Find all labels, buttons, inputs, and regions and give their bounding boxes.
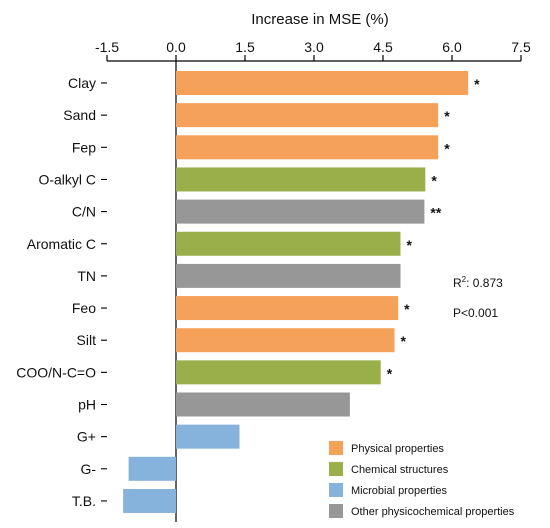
- x-tick-label: 6.0: [442, 39, 462, 55]
- x-tick-label: 1.5: [235, 39, 255, 55]
- bar: [176, 103, 439, 128]
- category-label: TN: [77, 268, 96, 284]
- legend-swatch: [329, 441, 343, 455]
- legend-swatch: [329, 483, 343, 497]
- category-label: Silt: [77, 332, 97, 348]
- category-label: O-alkyl C: [38, 171, 96, 187]
- category-label: G-: [80, 461, 96, 477]
- legend-label: Other physicochemical properties: [351, 506, 515, 518]
- significance-marker: *: [444, 108, 450, 124]
- bar: [176, 328, 395, 353]
- r2-value: : 0.873: [466, 276, 503, 290]
- x-tick-label: -1.5: [95, 39, 119, 55]
- r2-prefix: R: [453, 276, 462, 290]
- category-labels: Clay Sand Fep O-alkyl C C/N Aromatic C TN Feo Si…: [16, 75, 107, 509]
- category-label: COO/N-C=O: [16, 364, 96, 380]
- bar: [176, 296, 399, 321]
- bar: [128, 456, 176, 481]
- significance-marker: *: [406, 237, 412, 253]
- category-label: Fep: [72, 139, 96, 155]
- bar: [176, 135, 439, 160]
- significance-marker: *: [474, 76, 480, 92]
- significance-marker: *: [444, 140, 450, 156]
- x-tick-label: 0.0: [166, 39, 186, 55]
- significance-marker: *: [401, 333, 407, 349]
- r2-label: R2: 0.873: [453, 275, 503, 290]
- category-label: T.B.: [72, 493, 96, 509]
- bar: [176, 167, 426, 192]
- category-label: Aromatic C: [27, 236, 96, 252]
- bar: [176, 263, 401, 288]
- legend-swatch: [329, 504, 343, 518]
- x-tick-label: 7.5: [511, 39, 531, 55]
- x-axis-title: Increase in MSE (%): [251, 11, 389, 28]
- category-label: Sand: [63, 107, 96, 123]
- x-tick-label: 4.5: [373, 39, 393, 55]
- significance-marker: **: [430, 205, 441, 221]
- r2-superscript: 2: [462, 275, 467, 284]
- significance-marker: *: [404, 301, 410, 317]
- category-label: Feo: [72, 300, 96, 316]
- bar: [176, 392, 350, 417]
- significance-marker: *: [431, 172, 437, 188]
- legend-label: Physical properties: [351, 443, 444, 455]
- bar: [176, 231, 401, 256]
- category-label: C/N: [72, 204, 96, 220]
- category-label: G+: [77, 429, 96, 445]
- x-axis: -1.5 0.0 1.5 3.0 4.5 6.0 7.5: [95, 39, 531, 62]
- legend: Physical properties Chemical structures Mi…: [329, 441, 515, 518]
- legend-label: Microbial properties: [351, 485, 447, 497]
- legend-label: Chemical structures: [351, 464, 449, 476]
- bar: [123, 488, 176, 513]
- bar: [176, 360, 381, 385]
- bar: [176, 71, 469, 95]
- bars: [123, 71, 469, 513]
- legend-swatch: [329, 462, 343, 476]
- fit-annotation: R2: 0.873 P<0.001: [453, 275, 503, 320]
- significance-marker: *: [387, 365, 393, 381]
- bar: [176, 424, 240, 449]
- significance-labels: **********: [387, 76, 480, 381]
- category-label: pH: [78, 397, 96, 413]
- category-label: Clay: [68, 75, 96, 91]
- bar: [176, 199, 425, 224]
- x-tick-label: 3.0: [304, 39, 324, 55]
- p-value-label: P<0.001: [453, 306, 498, 320]
